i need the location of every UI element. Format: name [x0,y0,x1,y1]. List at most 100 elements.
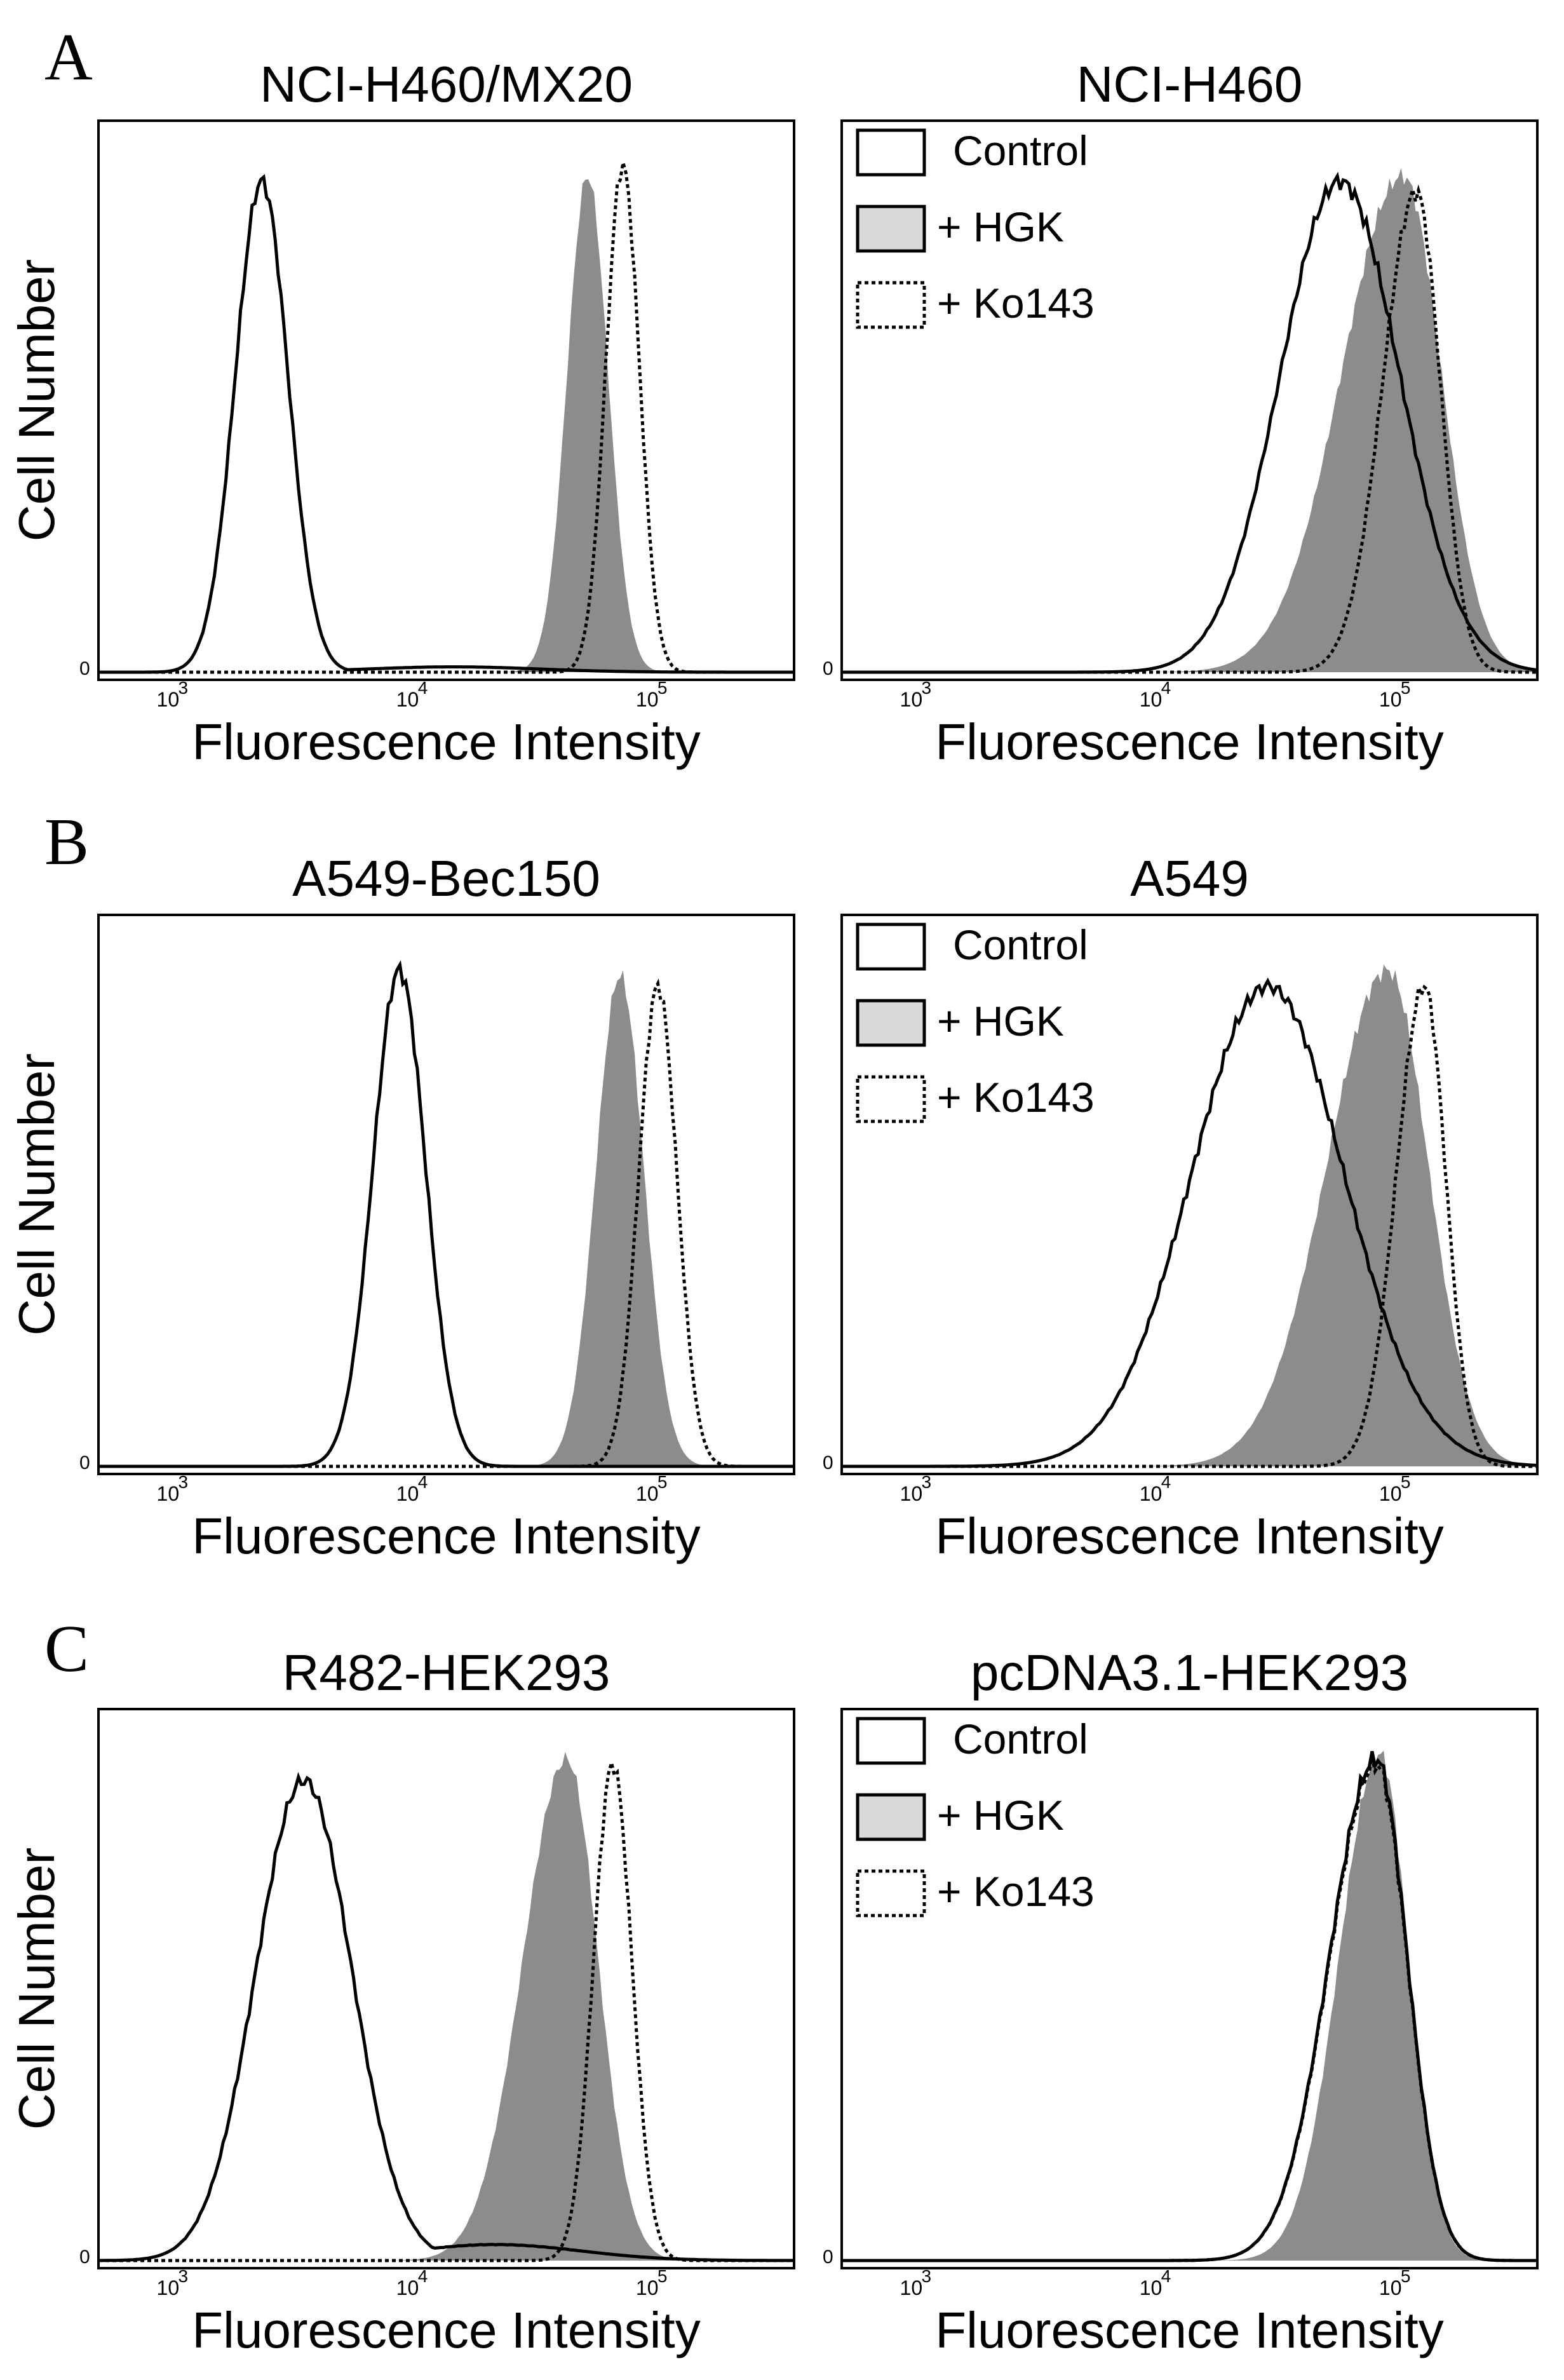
plot-frame [97,119,795,681]
legend-label: Control [953,1715,1088,1762]
tick-label: 5 [657,1472,668,1492]
x-axis-label: Fluorescence Intensity [192,1508,700,1564]
tick-label: 0 [79,658,90,679]
legend-label: + Ko143 [937,1074,1095,1121]
tick-label: 10 [157,688,180,711]
tick-label: 10 [900,1482,923,1505]
tick-label: 0 [823,658,833,679]
legend-swatch [856,128,926,177]
row-label: A [44,20,93,94]
legend-label: + Ko143 [937,280,1095,327]
x-axis-label: Fluorescence Intensity [935,713,1443,770]
tick-label: 10 [1140,2276,1163,2299]
tick-label: 10 [900,2276,923,2299]
tick-label: 3 [179,2266,189,2286]
legend-label: Control [953,127,1088,174]
chart-title: R482-HEK293 [283,1644,610,1701]
tick-label: 5 [657,2266,668,2286]
control-histogram [842,977,1538,1468]
legend-swatch [856,1793,926,1841]
y-axis-label: Cell Number [8,259,65,542]
x-axis-label: Fluorescence Intensity [192,2302,700,2358]
legend-swatch [856,999,926,1047]
legend: Control + HGK + Ko143 [856,921,1095,1123]
tick-label: 4 [418,678,428,698]
tick-label: 10 [636,1482,659,1505]
row-label: C [44,1611,89,1686]
x-axis-label: Fluorescence Intensity [935,1508,1443,1564]
tick-label: 10 [1140,1482,1163,1505]
control-histogram [98,173,794,674]
legend-swatch [856,281,926,329]
tick-label: 10 [157,1482,180,1505]
control-histogram [842,172,1538,674]
legend-swatch [856,1869,926,1917]
chart-title: A549-Bec150 [292,850,600,907]
tick-label: 4 [1161,678,1171,698]
tick-label: 4 [418,2266,428,2286]
legend-swatch [856,205,926,253]
tick-label: 10 [1379,1482,1402,1505]
tick-label: 5 [1401,1472,1411,1492]
y-axis-label: Cell Number [8,1053,65,1336]
ko143-histogram [842,1756,1537,2262]
tick-label: 5 [1401,2266,1411,2286]
legend: Control + HGK + Ko143 [856,127,1095,329]
tick-label: 10 [157,2276,180,2299]
tick-label: 5 [1401,678,1411,698]
chart-title: A549 [1130,850,1249,907]
chart-title: NCI-H460 [1077,56,1303,112]
legend-label: + HGK [937,997,1064,1045]
tick-label: 3 [922,1472,932,1492]
control-histogram [842,1750,1537,2262]
control-histogram [98,960,794,1468]
x-axis-label: Fluorescence Intensity [935,2302,1443,2358]
control-histogram [98,1771,794,2262]
plot-frame [97,914,795,1475]
ko143-histogram [98,162,794,674]
tick-label: 3 [922,2266,932,2286]
legend-label: + HGK [937,1792,1064,1839]
row-label: B [44,804,89,879]
x-axis-label: Fluorescence Intensity [192,713,700,770]
legend-swatch [856,923,926,971]
tick-label: 10 [396,688,419,711]
tick-label: 10 [396,2276,419,2299]
tick-label: 10 [1140,688,1163,711]
ko143-histogram [98,1762,794,2262]
hgk-histogram [842,168,1537,672]
legend: Control + HGK + Ko143 [856,1715,1095,1917]
tick-label: 10 [1379,2276,1402,2299]
tick-label: 10 [1379,688,1402,711]
hgk-histogram [842,1750,1537,2261]
plot-frame [97,1708,795,2269]
plot-frame [840,119,1539,681]
tick-label: 0 [823,2247,833,2268]
hgk-histogram [98,970,794,1466]
tick-label: 4 [1161,2266,1171,2286]
y-axis-label: Cell Number [8,1848,65,2130]
legend-label: + Ko143 [937,1868,1095,1915]
tick-label: 10 [636,688,659,711]
tick-label: 0 [79,1452,90,1473]
tick-label: 0 [79,2247,90,2268]
plot-frame [840,914,1539,1475]
chart-title: NCI-H460/MX20 [260,56,633,112]
tick-label: 3 [179,1472,189,1492]
tick-label: 3 [179,678,189,698]
tick-label: 10 [396,1482,419,1505]
chart-title: pcDNA3.1-HEK293 [971,1644,1408,1701]
hgk-histogram [842,964,1537,1466]
legend-label: + HGK [937,203,1064,250]
ko143-histogram [98,978,794,1468]
legend-label: Control [953,921,1088,968]
tick-label: 3 [922,678,932,698]
plot-frame [840,1708,1539,2269]
hgk-histogram [98,1752,794,2261]
